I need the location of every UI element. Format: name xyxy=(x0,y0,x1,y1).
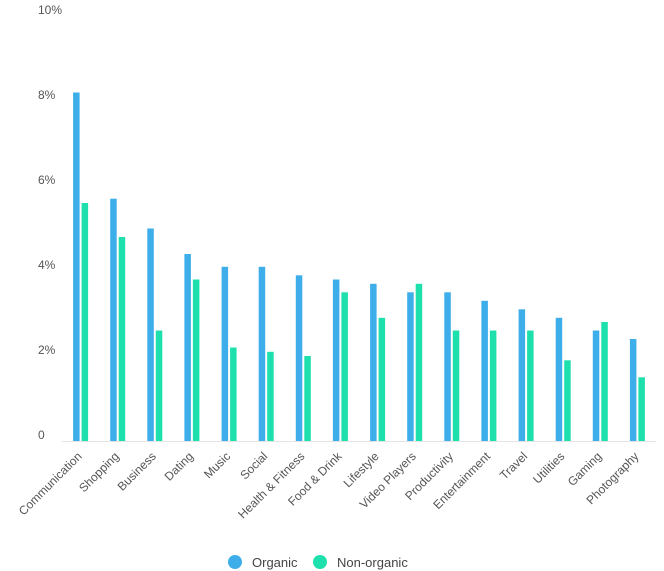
bar-organic-business[interactable] xyxy=(147,228,154,442)
legend-label-organic: Organic xyxy=(252,555,298,570)
bar-organic-food-drink[interactable] xyxy=(332,279,340,442)
bar-non-organic-dating[interactable] xyxy=(192,279,200,442)
legend-swatch-non-organic xyxy=(313,555,327,569)
bar-non-organic-business[interactable] xyxy=(155,330,163,442)
x-tick-label-business: Business xyxy=(115,449,159,493)
y-tick-label: 2% xyxy=(38,343,56,357)
bar-non-organic-gaming[interactable] xyxy=(601,322,608,441)
bar-non-organic-productivity[interactable] xyxy=(452,330,460,442)
bar-organic-dating[interactable] xyxy=(184,254,191,441)
legend-item-organic[interactable]: Organic xyxy=(228,555,298,570)
bar-organic-shopping[interactable] xyxy=(110,198,117,441)
bar-organic-communication[interactable] xyxy=(73,92,80,442)
bar-non-organic-communication[interactable] xyxy=(81,203,89,441)
y-tick-label: 8% xyxy=(38,88,56,102)
bar-non-organic-photography[interactable] xyxy=(638,377,645,442)
bar-organic-gaming[interactable] xyxy=(592,330,600,442)
bar-non-organic-travel[interactable] xyxy=(527,330,534,442)
y-tick-label: 6% xyxy=(38,173,56,187)
y-axis-ticks: 0 2% 4% 6% 8% 10% xyxy=(38,3,62,442)
y-tick-label: 4% xyxy=(38,258,56,272)
bar-organic-utilities[interactable] xyxy=(555,317,563,442)
bar-non-organic-shopping[interactable] xyxy=(118,237,126,441)
y-tick-label: 0 xyxy=(38,428,45,442)
bar-organic-entertainment[interactable] xyxy=(481,300,488,442)
bar-organic-photography[interactable] xyxy=(629,339,637,441)
bar-organic-video-players[interactable] xyxy=(407,292,414,442)
x-tick-label-shopping: Shopping xyxy=(76,449,122,495)
bar-organic-health-fitness[interactable] xyxy=(295,275,303,442)
legend: Organic Non-organic xyxy=(228,555,408,570)
bar-non-organic-music[interactable] xyxy=(230,347,237,442)
bar-non-organic-entertainment[interactable] xyxy=(489,330,497,442)
legend-label-non-organic: Non-organic xyxy=(337,555,408,570)
x-tick-label-travel: Travel xyxy=(497,449,530,482)
bar-organic-lifestyle[interactable] xyxy=(370,283,377,442)
bar-non-organic-social[interactable] xyxy=(267,351,274,442)
bars xyxy=(73,92,645,442)
bar-organic-productivity[interactable] xyxy=(444,292,451,442)
bar-organic-travel[interactable] xyxy=(518,309,526,442)
bar-non-organic-health-fitness[interactable] xyxy=(304,356,311,441)
x-tick-label-health-fitness: Health & Fitness xyxy=(235,449,307,521)
bar-non-organic-food-drink[interactable] xyxy=(341,292,348,442)
legend-swatch-organic xyxy=(228,555,242,569)
bar-organic-music[interactable] xyxy=(221,266,229,442)
legend-item-non-organic[interactable]: Non-organic xyxy=(313,555,408,570)
x-tick-label-music: Music xyxy=(201,449,233,481)
bar-non-organic-utilities[interactable] xyxy=(564,360,571,442)
bar-non-organic-video-players[interactable] xyxy=(415,283,423,442)
x-tick-label-utilities: Utilities xyxy=(530,449,567,486)
y-tick-label: 10% xyxy=(38,3,62,17)
x-tick-label-social: Social xyxy=(237,449,270,482)
x-tick-label-dating: Dating xyxy=(162,449,196,483)
bar-non-organic-lifestyle[interactable] xyxy=(378,317,386,442)
bar-organic-social[interactable] xyxy=(258,266,266,442)
x-tick-label-communication: Communication xyxy=(16,449,85,518)
